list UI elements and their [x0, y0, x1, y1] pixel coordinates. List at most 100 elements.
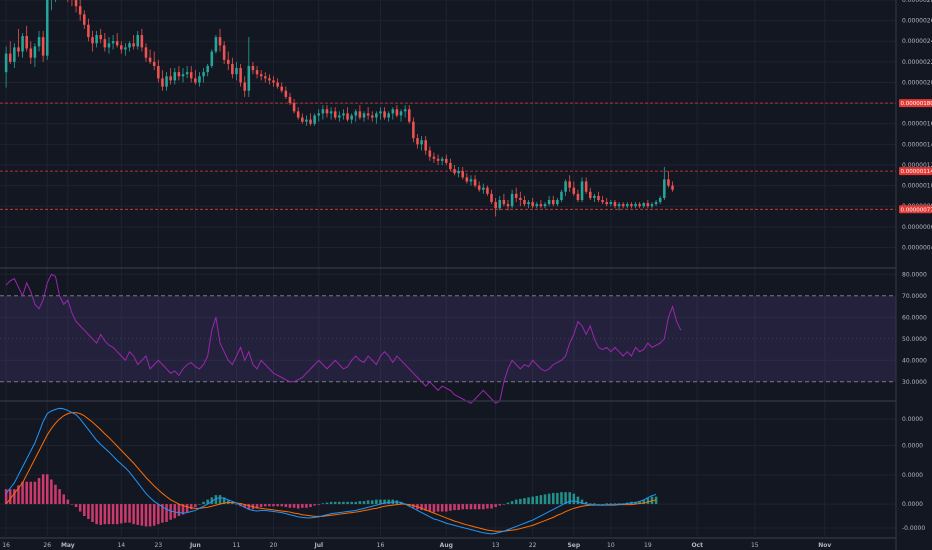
candle-body: [115, 41, 119, 46]
candle-body: [424, 140, 427, 151]
macd-histogram-bar: [593, 503, 596, 505]
macd-histogram-bar: [259, 504, 263, 508]
candle-body: [165, 76, 168, 87]
candle-body: [259, 74, 263, 77]
time-tick-label: Jul: [313, 542, 323, 549]
macd-histogram-bar: [107, 504, 111, 525]
candle-body: [173, 72, 177, 81]
macd-histogram-bar: [99, 504, 103, 525]
candle-body: [309, 119, 312, 124]
macd-histogram-bar: [556, 492, 559, 505]
macd-histogram-bar: [128, 504, 131, 523]
candle-body: [436, 158, 440, 161]
candle-body: [416, 138, 419, 145]
time-tick-label: 19: [644, 542, 652, 549]
price-candles[interactable]: [4, 0, 674, 217]
macd-histogram-bar: [375, 499, 378, 505]
macd-histogram-bar: [198, 504, 201, 505]
price-level-tag: [899, 167, 932, 176]
candle-body: [556, 200, 559, 205]
candle-body: [280, 86, 284, 91]
candle-body: [667, 179, 670, 186]
candle-body: [33, 46, 37, 58]
macd-histogram-bar: [642, 499, 646, 505]
candle-body: [412, 121, 415, 139]
candle-body: [601, 200, 604, 203]
candle-body: [350, 115, 353, 120]
candle-body: [272, 80, 275, 83]
candle-body: [140, 35, 144, 48]
candle-body: [21, 36, 24, 52]
candle-body: [564, 181, 567, 192]
candle-body: [370, 115, 374, 118]
macd-histogram-bar: [588, 503, 592, 505]
candle-body: [152, 61, 156, 66]
macd-histogram-bar: [17, 485, 20, 505]
macd-histogram-bar: [194, 504, 197, 508]
candle-body: [128, 43, 131, 48]
macd-histogram-bar: [124, 504, 127, 523]
macd-histogram-bar: [202, 501, 205, 505]
candle-body: [210, 51, 214, 66]
rsi-tick-label: 60.0000: [902, 314, 927, 321]
candle-body: [506, 204, 510, 207]
macd-histogram-bar: [547, 493, 551, 505]
candle-body: [440, 158, 444, 161]
candle-body: [551, 200, 555, 205]
candle-body: [194, 78, 197, 83]
macd-histogram-bar: [276, 504, 279, 507]
price-level-tag-label: 0.00000180: [901, 101, 932, 107]
macd-tick-label: -0.0000: [902, 525, 925, 532]
macd-histogram-bar: [37, 478, 41, 505]
macd-histogram-bar: [87, 504, 90, 519]
price-level-tag: [899, 205, 932, 214]
macd-histogram-bar: [358, 501, 362, 505]
price-axis: 0.00000280 0.00000260 0.00000240 0.00000220…: [895, 0, 932, 550]
macd-histogram-bar: [531, 496, 534, 505]
macd-histogram-bar: [181, 504, 185, 515]
candle-body: [4, 53, 8, 73]
macd-histogram-bar: [449, 504, 452, 511]
macd-histogram-bar: [354, 501, 358, 505]
macd-histogram-bar: [646, 498, 650, 505]
candle-body: [613, 202, 617, 207]
candle-body: [494, 202, 497, 209]
macd-histogram-bar: [482, 504, 485, 510]
macd-histogram-bar: [231, 502, 234, 505]
macd-histogram-bar: [296, 504, 300, 509]
candle-body: [107, 43, 111, 48]
price-tick-label: 0.00000220: [902, 59, 932, 66]
macd-histogram-bar: [313, 504, 316, 506]
macd-histogram-bar: [173, 504, 177, 519]
candle-body: [247, 65, 251, 91]
macd-histogram-bar: [387, 499, 390, 505]
macd-histogram-bar: [132, 504, 135, 525]
candle-body: [144, 47, 148, 58]
price-tick-label: 0.00000280: [902, 0, 932, 4]
candle-body: [317, 113, 321, 116]
macd-histogram-bar: [268, 504, 271, 507]
candle-body: [395, 109, 399, 116]
macd-histogram-bar: [280, 504, 284, 507]
macd-histogram-bar: [523, 498, 526, 505]
macd-histogram-bar: [210, 497, 214, 505]
macd-histogram-bar: [576, 496, 580, 505]
candle-body: [449, 162, 452, 170]
candle-body: [218, 37, 222, 46]
candle-body: [658, 197, 662, 203]
macd-histogram-bar: [41, 474, 45, 505]
macd-histogram-bar: [432, 504, 436, 513]
macd-histogram-bar: [148, 504, 152, 527]
macd-histogram-bar: [379, 499, 382, 505]
macd-histogram-bar: [21, 481, 24, 505]
macd-line: [5, 407, 657, 535]
price-tick-label: 0.00000240: [902, 38, 932, 45]
macd-histogram-bar: [66, 499, 70, 505]
macd-histogram-bar: [502, 504, 506, 505]
candle-body: [222, 45, 226, 60]
candle-body: [638, 204, 641, 207]
candle-body: [465, 177, 469, 182]
macd-histogram-bar: [457, 504, 460, 511]
candle-body: [99, 35, 103, 40]
candle-body: [572, 187, 576, 194]
